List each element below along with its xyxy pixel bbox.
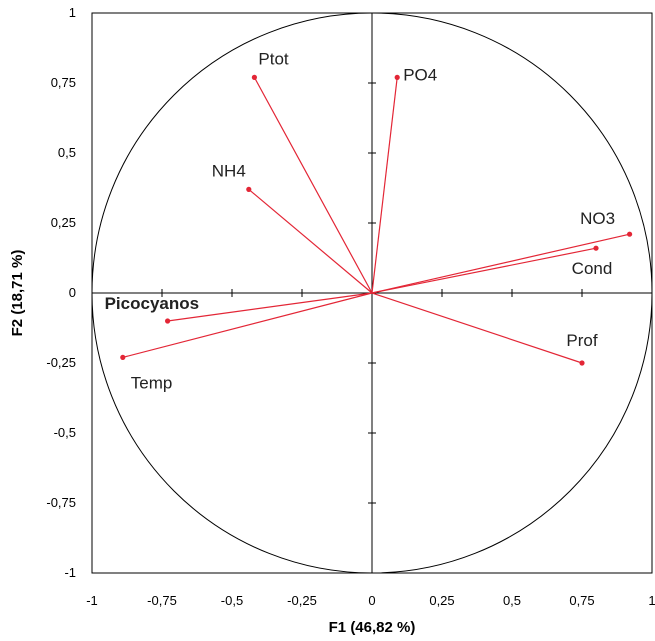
label-temp: Temp xyxy=(131,373,173,392)
x-tick-label: -0,75 xyxy=(147,593,177,608)
y-tick-label: 0,5 xyxy=(58,145,76,160)
label-cond: Cond xyxy=(572,259,613,278)
y-tick-label: 0,75 xyxy=(51,75,76,90)
x-tick-label: 0 xyxy=(368,593,375,608)
x-tick-label: 0,5 xyxy=(503,593,521,608)
vector-prof xyxy=(371,292,583,364)
vector-picocyanos xyxy=(167,292,373,322)
y-tick-label: 0,25 xyxy=(51,215,76,230)
vector-ptot xyxy=(253,77,373,294)
y-tick-label: 0 xyxy=(69,285,76,300)
point-nh4 xyxy=(246,186,252,192)
x-tick-label: -1 xyxy=(86,593,98,608)
point-prof xyxy=(579,360,585,366)
label-picocyanos: Picocyanos xyxy=(105,294,200,313)
x-axis-title: F1 (46,82 %) xyxy=(329,619,416,636)
point-cond xyxy=(593,245,599,251)
point-po4 xyxy=(394,74,400,80)
variable-labels: Ptot PO4 NH4 NO3 Cond Prof Picocyanos Temp xyxy=(105,49,615,392)
y-tick-label: 1 xyxy=(69,5,76,20)
y-tick-label: -0,5 xyxy=(54,425,76,440)
y-tick-label: -0,75 xyxy=(46,495,76,510)
vector-no3 xyxy=(371,233,630,294)
vector-temp xyxy=(122,292,373,358)
x-tick-label: 0,25 xyxy=(429,593,454,608)
x-tick-label: -0,5 xyxy=(221,593,243,608)
x-tick-label: 1 xyxy=(648,593,655,608)
label-nh4: NH4 xyxy=(212,161,246,180)
point-no3 xyxy=(627,231,633,237)
tick-marks: -1 -0,75 -0,5 -0,25 0 0,25 0,5 0,75 1 -1 -0,75 -0,5… xyxy=(46,5,655,608)
vector-cond xyxy=(371,247,597,294)
y-tick-label: -1 xyxy=(64,565,76,580)
x-tick-label: -0,25 xyxy=(287,593,317,608)
vector-po4 xyxy=(371,77,398,294)
point-ptot xyxy=(251,74,257,80)
y-axis-title: F2 (18,71 %) xyxy=(9,250,26,337)
variable-vectors xyxy=(120,74,633,366)
label-ptot: Ptot xyxy=(258,49,289,68)
point-temp xyxy=(120,354,126,360)
label-no3: NO3 xyxy=(580,209,615,228)
point-picocyanos xyxy=(165,318,171,324)
label-po4: PO4 xyxy=(403,65,437,84)
vector-nh4 xyxy=(248,188,373,294)
x-tick-label: 0,75 xyxy=(569,593,594,608)
label-prof: Prof xyxy=(566,331,597,350)
y-tick-label: -0,25 xyxy=(46,355,76,370)
